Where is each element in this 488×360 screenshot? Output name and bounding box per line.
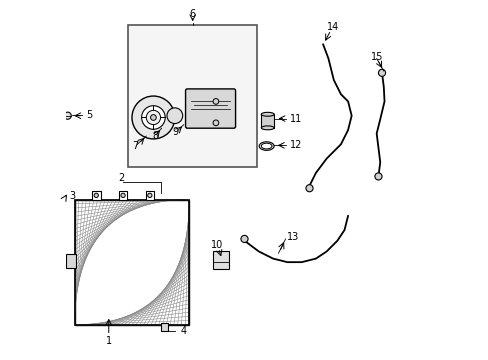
Bar: [213, 251, 229, 269]
Circle shape: [142, 106, 165, 129]
Bar: [160, 323, 168, 331]
Circle shape: [374, 173, 381, 180]
Bar: [128, 24, 257, 167]
Circle shape: [148, 113, 158, 122]
Circle shape: [64, 112, 71, 119]
Circle shape: [241, 235, 247, 243]
Bar: [75, 200, 189, 325]
Ellipse shape: [259, 142, 274, 150]
Text: 4: 4: [180, 326, 186, 336]
Circle shape: [305, 185, 312, 192]
Text: 12: 12: [290, 140, 302, 150]
Bar: [145, 191, 154, 200]
Circle shape: [150, 114, 156, 120]
Circle shape: [378, 69, 385, 76]
Ellipse shape: [261, 112, 274, 116]
Circle shape: [213, 120, 218, 126]
Bar: [75, 200, 189, 325]
Text: 11: 11: [290, 113, 302, 123]
Circle shape: [121, 193, 125, 198]
Text: 3: 3: [69, 191, 76, 201]
Text: 6: 6: [189, 9, 195, 19]
Circle shape: [94, 193, 98, 198]
Ellipse shape: [261, 126, 274, 130]
Text: 13: 13: [287, 232, 299, 242]
Circle shape: [213, 99, 218, 104]
Bar: [66, 254, 76, 269]
Circle shape: [166, 108, 183, 123]
Bar: [261, 114, 274, 128]
Text: 15: 15: [370, 52, 383, 62]
Text: 5: 5: [86, 110, 93, 120]
Text: 10: 10: [210, 240, 223, 250]
Text: 8: 8: [152, 131, 158, 141]
Text: 1: 1: [105, 336, 112, 346]
Text: 7: 7: [132, 141, 139, 151]
Ellipse shape: [261, 143, 271, 149]
Text: 14: 14: [326, 22, 339, 32]
Bar: [119, 191, 127, 200]
FancyBboxPatch shape: [185, 89, 235, 128]
Text: 9: 9: [172, 127, 179, 138]
Text: 2: 2: [118, 173, 124, 183]
Circle shape: [146, 111, 160, 125]
Circle shape: [132, 96, 175, 139]
Circle shape: [147, 193, 152, 198]
Bar: [92, 191, 101, 200]
